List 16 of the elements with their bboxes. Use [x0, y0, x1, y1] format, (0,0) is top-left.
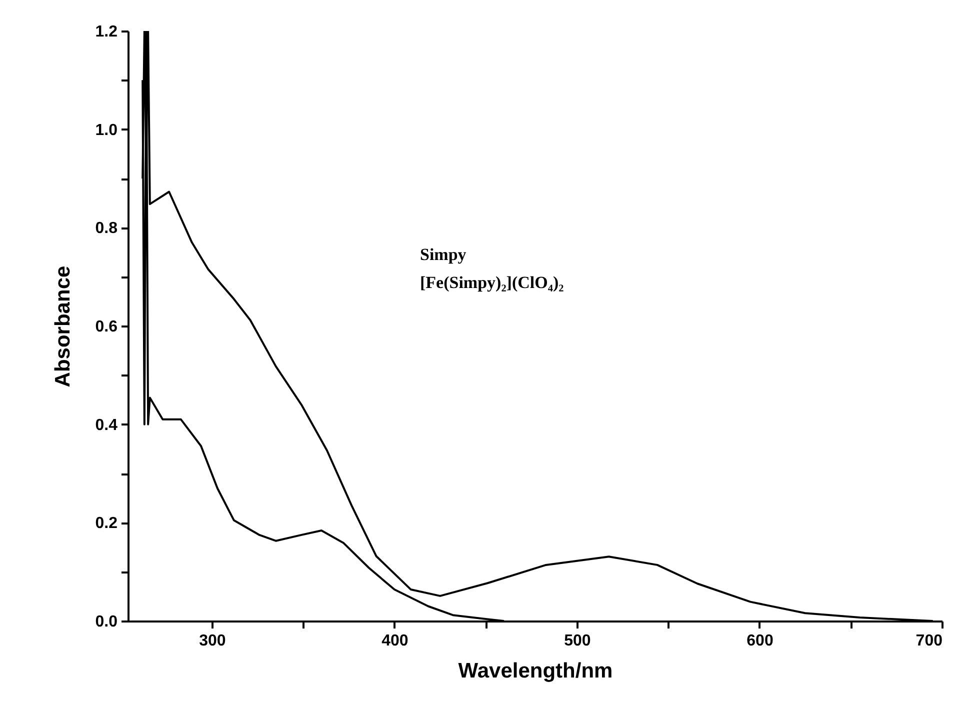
y-tick-label: 0.2 — [95, 515, 118, 532]
y-tick-label: 0.0 — [95, 614, 118, 630]
annotation: [Fe(Simpy)₂](ClO₄)₂ — [420, 273, 564, 292]
x-tick-label: 400 — [382, 632, 408, 650]
y-tick-label: 1.0 — [95, 122, 118, 139]
x-tick-label: 500 — [564, 632, 591, 650]
y-tick-label: 1.2 — [95, 24, 118, 40]
y-tick-label: 0.4 — [95, 416, 118, 434]
x-tick-label: 600 — [746, 632, 774, 650]
x-tick-label: 700 — [916, 632, 943, 650]
annotation: Simpy — [420, 245, 467, 264]
x-tick-label: 300 — [199, 632, 226, 650]
x-axis-title: Wavelength/nm — [458, 660, 613, 682]
y-tick-label: 0.8 — [95, 220, 118, 238]
y-tick-label: 0.6 — [95, 318, 118, 336]
y-axis-title: Absorbance — [51, 266, 74, 388]
